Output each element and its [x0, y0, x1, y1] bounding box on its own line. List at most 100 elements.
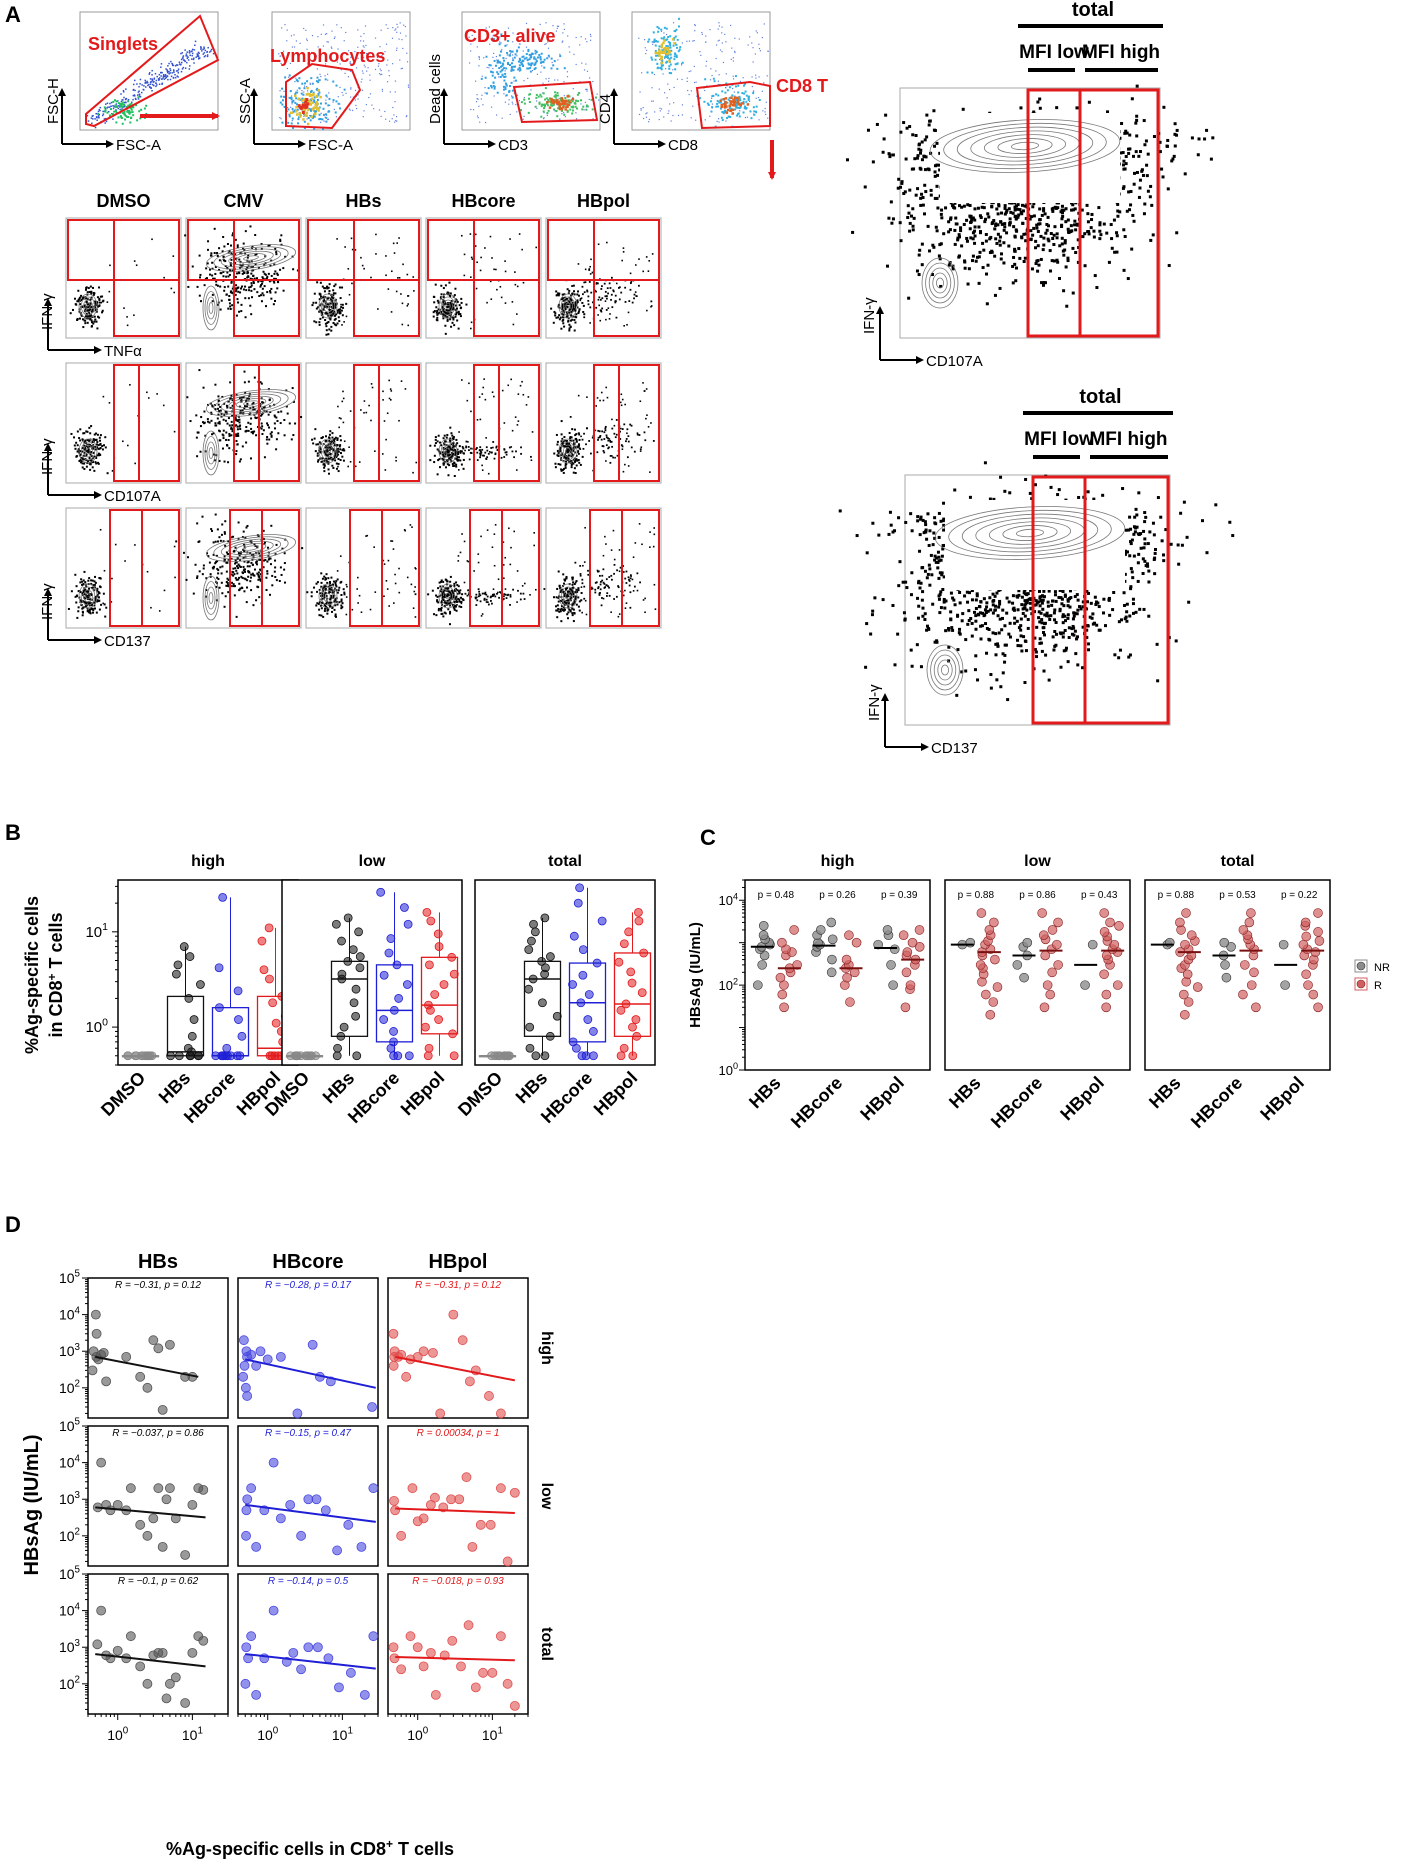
stim-plot-r1-HBcore-event: [442, 296, 445, 299]
gating-plot-2-event: [289, 62, 291, 65]
gating-plot-4-event: [657, 52, 661, 55]
stim-plot-r3-HBs-event: [325, 594, 328, 597]
stim-plot-r2-HBpol-event: [574, 438, 577, 440]
gating-plot-2-event: [296, 80, 299, 83]
stim-plot-r2-DMSO-event: [87, 443, 90, 446]
stim-plot-r1-DMSO-event: [90, 315, 93, 318]
stim-plot-r1-HBpol-event: [575, 313, 578, 316]
gating-plot-3-event: [557, 100, 561, 104]
stim-plot-r2-CMV-event: [228, 432, 231, 435]
gating-plot-3-event: [534, 62, 537, 65]
stim-plot-r3-DMSO-event: [70, 590, 73, 593]
stim-plot-r3-CMV-event: [234, 546, 237, 549]
gating-plot-3-event: [518, 99, 521, 102]
gating-plot-2-event: [328, 92, 330, 94]
stim-plot-r2-HBcore-event: [481, 464, 483, 467]
gating-plot-4-event: [660, 37, 663, 40]
gating-plot-4-event: [711, 106, 714, 109]
gating-plot-4-event: [731, 87, 734, 90]
gating-plot-1-event: [137, 98, 140, 100]
stim-plot-r1-DMSO-event: [80, 314, 83, 317]
stim-plot-r1-HBs-event: [323, 290, 326, 293]
stim-plot-r2-HBpol-event: [603, 431, 606, 434]
stim-plot-r2-HBpol-event: [563, 436, 566, 439]
gating-plot-2-event: [360, 81, 362, 83]
gating-plot-1-event: [172, 77, 175, 79]
stim-plot-r1-CMV-event: [249, 225, 252, 228]
gating-plot-2-event: [319, 121, 322, 123]
stim-plot-r1-HBcore-event: [457, 327, 460, 330]
stim-plot-r2-HBpol-event: [569, 445, 572, 448]
stim-plot-r1-HBcore-event: [448, 294, 451, 297]
gating-plot-4-event: [722, 111, 725, 114]
gating-plot-1-event: [113, 105, 115, 108]
stim-plot-r2-HBcore-event: [483, 454, 485, 457]
stim-plot-r2-DMSO-event: [101, 445, 104, 448]
stim-plot-r1-CMV-event: [276, 272, 279, 275]
stim-plot-r1-CMV-event: [210, 252, 213, 255]
gating-plot-4-event: [688, 93, 690, 96]
stim-plot-r2-HBcore-event: [492, 446, 494, 449]
stim-plot-r1-HBpol-event: [563, 293, 566, 296]
gating-plot-2-event: [310, 115, 313, 119]
stim-plot-r2-CMV-event: [238, 396, 241, 399]
gating-plot-2-event: [355, 104, 357, 107]
gating-plot-2-event: [325, 116, 328, 119]
gating-plot-1-event: [122, 89, 125, 92]
stim-plot-r2-HBcore-contour: [443, 444, 453, 458]
stim-plot-r2-HBpol-event: [565, 462, 568, 465]
stim-plot-r1-HBpol-contour: [560, 296, 576, 316]
stim-plot-r2-DMSO-event: [87, 439, 90, 442]
stim-plot-r2-HBpol-event: [564, 464, 567, 467]
stim-plot-r1-HBpol-event: [570, 314, 573, 317]
stim-plot-r3-CMV-event: [216, 560, 219, 563]
stim-plot-r1-HBcore-event: [439, 296, 442, 299]
gating-plot-1-event: [144, 81, 147, 84]
stim-plot-r2-HBpol-event: [649, 471, 651, 473]
gating-plot-3-event: [544, 98, 547, 101]
stim-plot-r3-CMV-event: [216, 567, 219, 570]
gating-plot-4-event: [765, 101, 767, 103]
stim-column-title: HBpol: [577, 191, 630, 211]
stim-plot-r1-HBpol-event: [589, 306, 592, 309]
stim-plot-r3-DMSO-event: [77, 606, 80, 609]
stim-plot-r1-CMV-event: [245, 289, 248, 292]
stim-plot-r3-HBs-event: [403, 529, 406, 531]
stim-plot-r3-DMSO-event: [85, 585, 88, 588]
stim-plot-r3-HBs-event: [319, 592, 322, 595]
gating-plot-3-event: [591, 108, 594, 111]
stim-plot-r3-DMSO-event: [93, 604, 96, 607]
gating-plot-4-event: [711, 103, 714, 105]
gating-plot-1-event: [130, 108, 133, 111]
stim-plot-r1-DMSO-event: [79, 317, 82, 320]
stim-plot-r3-HBs-event: [340, 600, 343, 603]
stim-plot-r1-HBcore-event: [449, 318, 452, 321]
gating-plot-4-event: [716, 102, 719, 105]
gating-plot-4-event: [653, 39, 656, 42]
gating-plot-3-event: [576, 93, 579, 96]
stim-plot-r2-HBs-event: [370, 383, 373, 385]
gating-plot-2-event: [315, 100, 318, 104]
stim-plot-r1-HBpol-event: [607, 292, 609, 295]
stim-plot-r2-DMSO-event: [93, 469, 96, 472]
gating-plot-4-event: [763, 82, 765, 84]
stim-plot-r1-HBcore-event: [449, 295, 452, 298]
stim-plot-r2-HBcore-event: [490, 451, 493, 454]
stim-plot-r1-HBcore-event: [436, 313, 439, 316]
stim-plot-r3-CMV-event: [235, 615, 238, 618]
stim-plot-r1-HBs-event: [401, 302, 404, 305]
stim-plot-r1-HBcore-event: [474, 233, 477, 236]
gating-plot-2-event: [288, 74, 291, 77]
stim-plot-r3-CMV-event: [274, 575, 277, 578]
stim-plot-r1-HBcore-event: [460, 234, 463, 237]
gating-plot-1-event: [156, 84, 158, 86]
stim-plot-r1-HBpol-event: [633, 293, 636, 296]
gating-plot-3-event: [505, 67, 508, 70]
stim-plot-r2-DMSO-event: [86, 446, 89, 449]
gating-plot-4-event: [680, 64, 683, 66]
stim-plot-r2-HBcore-event: [481, 393, 484, 395]
stim-plot-r1-CMV-event: [234, 287, 237, 290]
gating-plot-4-event: [718, 39, 720, 41]
gating-plot-3-event: [546, 104, 549, 107]
stim-plot-r1-HBcore-event: [471, 258, 474, 260]
